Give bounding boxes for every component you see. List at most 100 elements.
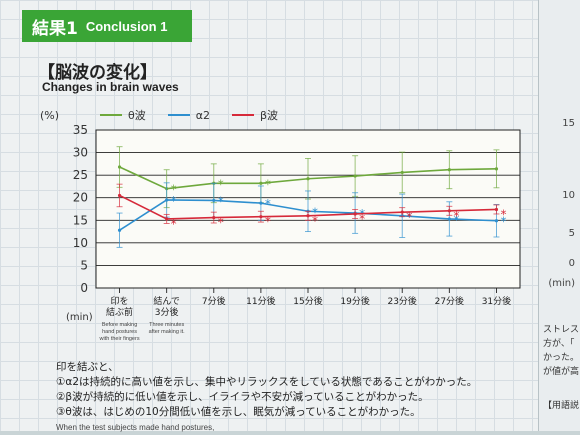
data-point: [400, 210, 404, 214]
data-point: [353, 174, 357, 178]
significance-star: *: [500, 207, 506, 221]
y-axis-unit: (%): [40, 109, 60, 122]
data-point: [117, 193, 122, 198]
side-text: 【用語説: [543, 401, 580, 411]
side-tick: 15: [562, 118, 575, 129]
legend-item-theta: θ波: [100, 107, 146, 123]
legend-item-beta: β波: [231, 107, 279, 123]
neighbor-panel: 15 10 5 0 (min) ストレス 方が、「 かった。 が値が高 【用語説: [538, 0, 580, 431]
data-point: [353, 212, 357, 216]
y-tick-label: 20: [73, 191, 88, 205]
series-0: * * *: [116, 146, 500, 209]
x-tick-label: 27分後: [435, 295, 464, 307]
data-point: [212, 198, 216, 203]
legend-label-alpha2: α2: [195, 108, 210, 122]
x-tick-sublabel: Three minutes: [149, 322, 184, 328]
note-item-1: ①α2は持続的に高い値を示し、集中やリラックスをしている状態であることがわかった…: [56, 376, 478, 388]
side-tick: 10: [562, 190, 575, 201]
significance-star: *: [500, 215, 506, 229]
legend-label-theta: θ波: [128, 109, 146, 122]
legend-swatch-alpha2: [167, 114, 190, 116]
x-tick-label: 23分後: [387, 295, 416, 307]
side-text: が値が高: [543, 367, 580, 377]
x-tick-sublabel: with their fingers: [99, 336, 140, 342]
significance-star: *: [453, 209, 459, 223]
data-point: [494, 167, 499, 171]
legend-swatch-beta: [231, 114, 254, 116]
x-tick-label: 31分後: [482, 295, 511, 307]
x-tick-label: 結ぶ前: [106, 306, 133, 318]
significance-star: *: [218, 216, 224, 230]
note-item-3: ③θ波は、はじめの10分間低い値を示し、眠気が減っていることがわかった。: [56, 406, 421, 418]
x-tick-label: 11分後: [246, 295, 275, 307]
chart-title-jp: 【脳波の変化】: [38, 63, 157, 83]
x-tick-sublabel: Before making: [102, 322, 137, 328]
data-point: [212, 215, 216, 220]
significance-star: *: [171, 217, 177, 231]
y-tick-label: 5: [80, 258, 88, 272]
x-axis-unit: (min): [66, 312, 93, 323]
significance-star: *: [265, 197, 271, 211]
significance-star: *: [312, 214, 318, 228]
x-tick-label: 3分後: [155, 306, 179, 318]
significance-star: *: [359, 212, 365, 226]
x-tick-sublabel: after making it.: [149, 329, 186, 335]
legend-label-beta: β波: [259, 109, 279, 122]
chart-legend: θ波 α2 β波: [100, 107, 278, 123]
data-point: [259, 201, 263, 205]
data-point: [494, 207, 499, 212]
significance-star: *: [406, 210, 412, 224]
data-point: [306, 214, 310, 218]
data-point: [447, 217, 451, 221]
findings-notes: 印を結ぶと、 ①α2は持続的に高い値を示し、集中やリラックスをしている状態である…: [56, 360, 477, 435]
conclusion-badge: 結果1 Conclusion 1: [22, 10, 192, 42]
significance-star: *: [218, 177, 224, 191]
significance-star: *: [406, 210, 412, 224]
chart-title-en: Changes in brain waves: [42, 80, 179, 94]
x-tick-label: 7分後: [202, 295, 226, 307]
significance-star: *: [171, 194, 177, 208]
notes-intro: 印を結ぶと、: [56, 361, 119, 373]
y-tick-label: 10: [73, 236, 88, 250]
data-point: [117, 165, 122, 169]
badge-en: Conclusion 1: [85, 18, 168, 34]
y-tick-label: 25: [73, 168, 88, 182]
y-tick-label: 0: [80, 281, 88, 295]
significance-star: *: [171, 183, 177, 197]
side-tick: 0: [568, 258, 575, 269]
x-tick-label: 印を: [111, 295, 129, 307]
note-english-fragment: When the test subjects made hand posture…: [56, 423, 215, 432]
data-point: [165, 217, 169, 221]
x-tick-sublabel: hand postures: [102, 329, 137, 335]
significance-star: *: [453, 213, 459, 227]
data-point: [494, 219, 499, 223]
y-tick-label: 35: [73, 123, 88, 137]
significance-star: *: [312, 205, 318, 219]
data-point: [259, 181, 263, 185]
data-point: [259, 215, 263, 219]
poster-panel: 結果1 Conclusion 1 【脳波の変化】 Changes in brai…: [0, 0, 538, 432]
x-tick-label: 結んで: [153, 295, 180, 307]
data-point: [447, 168, 451, 172]
x-tick-label: 15分後: [293, 295, 322, 307]
side-text: ストレス: [543, 325, 580, 335]
side-text: 方が、「: [543, 339, 575, 349]
side-min-label: (min): [548, 278, 575, 289]
x-tick-label: 19分後: [340, 295, 369, 307]
legend-swatch-theta: [100, 114, 122, 116]
series-2: * * * * * * * *: [116, 183, 506, 231]
y-tick-label: 30: [73, 146, 88, 160]
data-point: [117, 228, 122, 232]
y-tick-label: 15: [73, 213, 88, 227]
data-point: [306, 177, 310, 181]
badge-jp: 結果1: [32, 18, 78, 39]
legend-item-alpha2: α2: [167, 107, 210, 123]
significance-star: *: [218, 194, 224, 208]
significance-star: *: [265, 215, 271, 229]
significance-star: *: [265, 177, 271, 191]
note-item-2: ②β波が持続的に低い値を示し、イライラや不安が減っていることがわかった。: [56, 391, 429, 403]
data-point: [400, 170, 404, 175]
side-text: かった。: [543, 353, 580, 363]
side-tick: 5: [568, 228, 575, 239]
